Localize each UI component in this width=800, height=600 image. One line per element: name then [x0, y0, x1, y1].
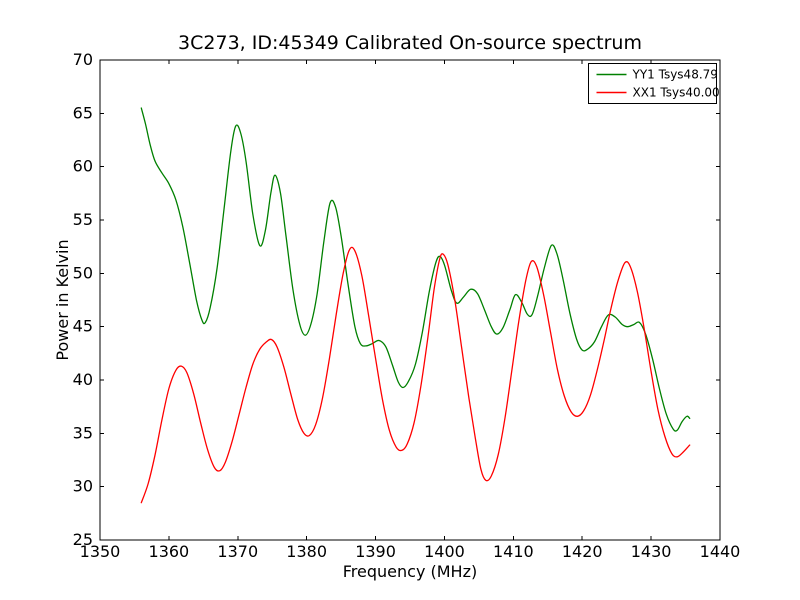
x-tick-label: 1420: [562, 542, 603, 561]
x-axis-label: Frequency (MHz): [343, 562, 477, 581]
x-tick-label: 1410: [493, 542, 534, 561]
y-tick-label: 30: [73, 477, 93, 496]
x-tick-label: 1430: [631, 542, 672, 561]
y-tick-label: 40: [73, 370, 93, 389]
chart-title: 3C273, ID:45349 Calibrated On-source spe…: [178, 32, 642, 54]
legend-entry-label: XX1 Tsys40.00: [633, 86, 720, 100]
series-line-xx1: [140, 246, 691, 504]
y-tick-label: 50: [73, 263, 93, 282]
y-tick-label: 25: [73, 530, 93, 549]
y-tick-label: 35: [73, 423, 93, 442]
x-tick-label: 1370: [217, 542, 258, 561]
x-tick-label: 1350: [80, 542, 121, 561]
y-tick-label: 70: [73, 50, 93, 69]
legend-entry-label: YY1 Tsys48.79: [632, 68, 718, 82]
y-tick-label: 65: [73, 103, 93, 122]
x-tick-label: 1390: [355, 542, 396, 561]
legend-frame: [588, 63, 717, 104]
legend: YY1 Tsys48.79 XX1 Tsys40.00: [588, 63, 720, 104]
y-axis-label: Power in Kelvin: [53, 239, 72, 360]
x-tick-label: 1380: [286, 542, 327, 561]
plot-frame: [99, 59, 721, 541]
y-tick-label: 45: [73, 317, 93, 336]
y-tick-label: 55: [73, 210, 93, 229]
x-tick-label: 1400: [424, 542, 465, 561]
axis-ticks: 1350 1360 1370 1380 1390 1400 1410 1420 1430 1440…: [73, 50, 741, 561]
x-tick-label: 1440: [700, 542, 741, 561]
series-lines: [140, 107, 691, 504]
x-tick-label: 1360: [149, 542, 190, 561]
y-tick-label: 60: [73, 157, 93, 176]
series-line-yy1: [140, 107, 691, 432]
